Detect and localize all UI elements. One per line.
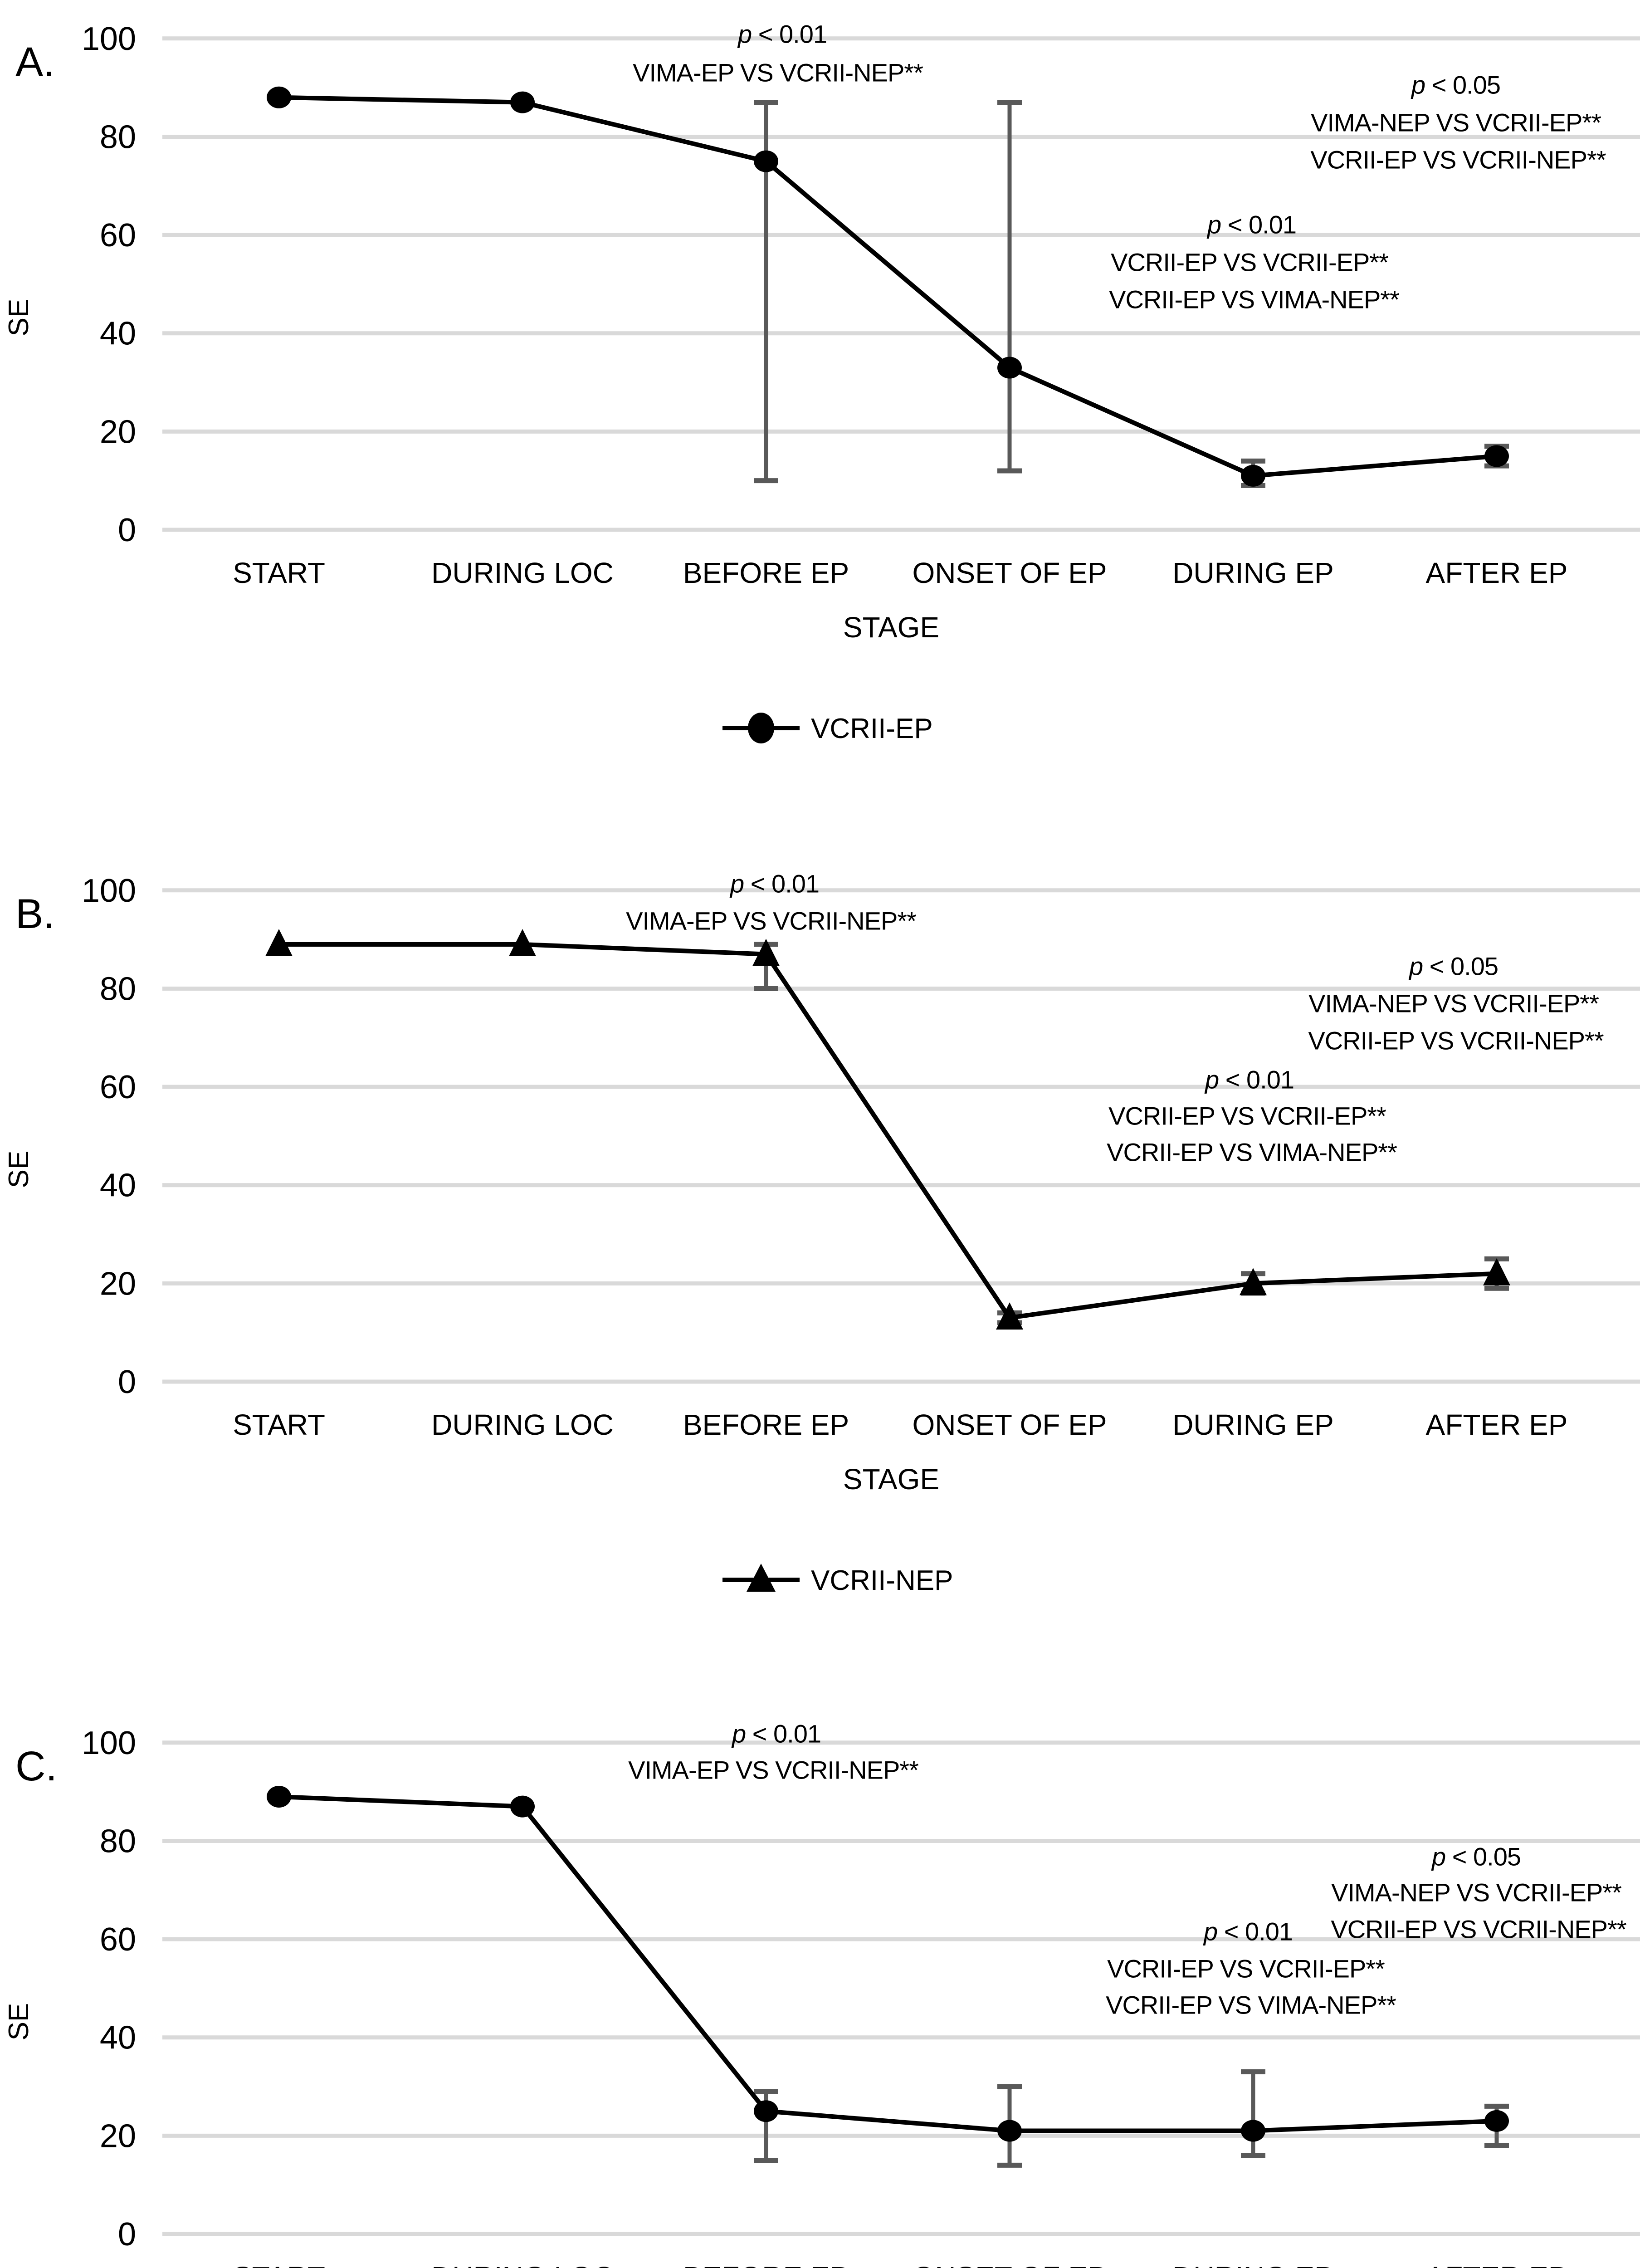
x-category-label: START: [233, 557, 325, 589]
stage-axis-label: STAGE: [843, 1463, 939, 1496]
y-tick-label: 80: [100, 119, 136, 155]
annotation-text: p < 0.01: [1207, 210, 1297, 239]
y-tick-label: 20: [100, 1266, 136, 1302]
annotation-text: p < 0.05: [1411, 70, 1501, 99]
series-line: [279, 942, 1497, 1320]
x-category-label: ONSET OF EP: [912, 557, 1107, 589]
series-line: [278, 1794, 1497, 2133]
panel-letter: C.: [15, 1743, 57, 1789]
annotation-text: p < 0.01: [1205, 1065, 1294, 1094]
x-category-label: BEFORE EP: [683, 1408, 849, 1441]
annotation-text: VIMA-NEP VS VCRII-EP**: [1311, 108, 1601, 137]
y-tick-label: 80: [100, 971, 136, 1007]
y-tick-label: 60: [100, 217, 136, 254]
y-tick-label: 0: [118, 1364, 136, 1400]
annotation-text: VIMA-NEP VS VCRII-EP**: [1331, 1878, 1622, 1907]
panel-letter: A.: [15, 39, 55, 85]
data-point-marker: [267, 86, 291, 108]
data-point-marker: [510, 1795, 535, 1818]
x-category-label: START: [233, 1408, 325, 1441]
data-point-marker: [1484, 445, 1509, 467]
annotation-text: VIMA-EP VS VCRII-NEP**: [628, 1755, 919, 1784]
legend-marker: [748, 713, 774, 743]
y-tick-label: 0: [118, 2216, 136, 2253]
y-tick-label: 20: [100, 414, 136, 450]
y-tick-label: 60: [100, 1921, 136, 1958]
x-category-label: DURING EP: [1172, 557, 1334, 589]
annotation-text: p < 0.05: [1432, 1842, 1521, 1871]
annotation-text: VIMA-EP VS VCRII-NEP**: [626, 906, 917, 935]
y-tick-label: 60: [100, 1069, 136, 1105]
annotation-text: VCRII-EP VS VCRII-EP**: [1108, 1101, 1386, 1130]
data-point-marker: [997, 357, 1022, 379]
data-point-marker: [1241, 464, 1265, 487]
y-tick-label: 100: [82, 873, 136, 909]
annotation-text: VIMA-NEP VS VCRII-EP**: [1308, 989, 1599, 1018]
data-point-marker: [1483, 1258, 1510, 1286]
stage-axis-label: STAGE: [843, 611, 939, 644]
data-point-marker: [1484, 2110, 1509, 2132]
x-category-label: ONSET OF EP: [912, 2261, 1107, 2268]
se-axis-label: SE: [3, 2003, 34, 2041]
annotation-text: VCRII-EP VS VIMA-NEP**: [1107, 1138, 1397, 1167]
data-point-marker: [265, 929, 293, 956]
y-tick-label: 40: [100, 1168, 136, 1204]
x-category-label: START: [233, 2261, 325, 2268]
x-category-label: DURING LOC: [431, 2261, 614, 2268]
annotation-text: p < 0.01: [1204, 1917, 1293, 1946]
annotation-text: VCRII-EP VS VIMA-NEP**: [1109, 285, 1400, 314]
annotation-text: VCRII-EP VS VCRII-EP**: [1111, 248, 1389, 277]
data-point-marker: [267, 1785, 291, 1808]
x-category-label: BEFORE EP: [683, 2261, 849, 2268]
x-category-label: AFTER EP: [1426, 1408, 1568, 1441]
y-tick-label: 40: [100, 2020, 136, 2056]
legend-marker: [747, 1564, 776, 1592]
y-tick-label: 40: [100, 316, 136, 352]
y-tick-label: 20: [100, 2118, 136, 2154]
legend-label: VCRII-EP: [811, 713, 933, 744]
data-point-marker: [510, 91, 535, 113]
data-point-marker: [1240, 1268, 1267, 1295]
series-line: [278, 95, 1497, 478]
x-category-label: DURING LOC: [431, 557, 614, 589]
x-category-label: AFTER EP: [1426, 2261, 1568, 2268]
annotation-text: VCRII-EP VS VCRII-EP**: [1107, 1954, 1385, 1983]
annotation-text: p < 0.05: [1409, 952, 1498, 981]
annotation-text: VCRII-EP VS VCRII-NEP**: [1331, 1915, 1626, 1944]
data-point-marker: [996, 1302, 1023, 1330]
legend-label: VCRII-NEP: [811, 1565, 953, 1596]
x-category-label: DURING EP: [1172, 2261, 1334, 2268]
data-point-marker: [754, 150, 778, 172]
data-point-marker: [754, 2100, 778, 2122]
x-category-label: BEFORE EP: [683, 557, 849, 589]
data-point-marker: [997, 2120, 1022, 2142]
annotation-text: VCRII-EP VS VIMA-NEP**: [1106, 1990, 1396, 2019]
annotation-text: p < 0.01: [730, 869, 820, 898]
annotation-text: VCRII-EP VS VCRII-NEP**: [1310, 145, 1606, 174]
annotation-text: p < 0.01: [738, 20, 827, 49]
x-category-label: ONSET OF EP: [912, 1408, 1107, 1441]
y-tick-label: 100: [82, 21, 136, 57]
x-category-label: DURING LOC: [431, 1408, 614, 1441]
annotation-text: VIMA-EP VS VCRII-NEP**: [633, 58, 923, 87]
y-tick-label: 80: [100, 1823, 136, 1859]
data-point-marker: [752, 938, 780, 966]
data-point-marker: [1241, 2120, 1265, 2142]
annotation-text: VCRII-EP VS VCRII-NEP**: [1308, 1026, 1604, 1055]
data-point-marker: [509, 929, 536, 956]
panel-letter: B.: [15, 891, 55, 937]
y-tick-label: 0: [118, 512, 136, 548]
se-axis-label: SE: [3, 299, 34, 337]
x-category-label: DURING EP: [1172, 1408, 1334, 1441]
x-category-label: AFTER EP: [1426, 557, 1568, 589]
se-axis-label: SE: [3, 1151, 34, 1188]
annotation-text: p < 0.01: [732, 1719, 821, 1748]
y-tick-label: 100: [82, 1725, 136, 1761]
